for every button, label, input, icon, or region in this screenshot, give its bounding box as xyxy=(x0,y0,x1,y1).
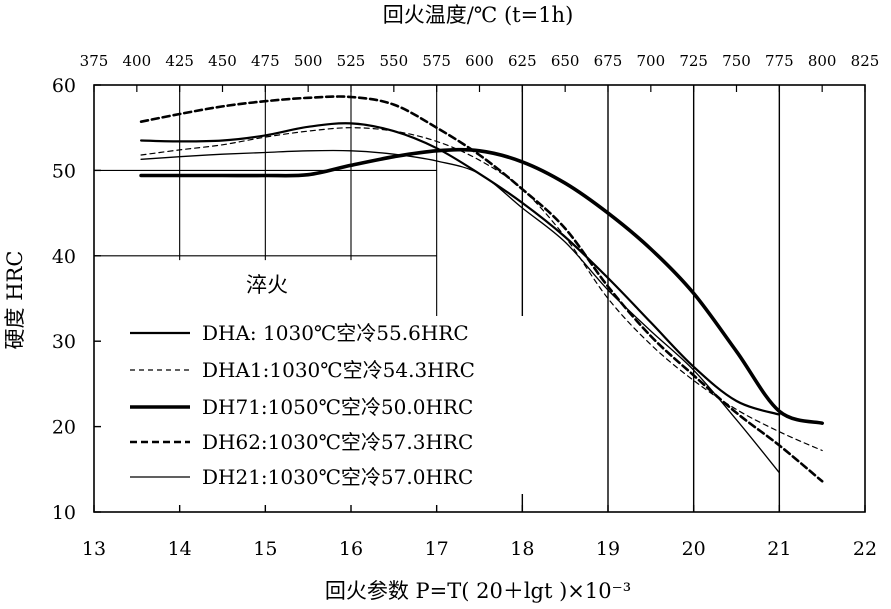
x-tick-labels: 13 14 15 16 17 18 19 20 21 22 xyxy=(82,538,877,560)
x-axis-title: 回火参数 P=T( 20＋lgt )×10⁻³ xyxy=(325,579,631,603)
legend-label-5: DH21:1030℃空冷57.0HRC xyxy=(202,465,473,489)
legend-label-4: DH62:1030℃空冷57.3HRC xyxy=(202,430,473,454)
top-tick-label-700: 700 xyxy=(637,52,666,70)
series-line-1 xyxy=(140,122,781,416)
legend-label-1: DHA: 1030℃空冷55.6HRC xyxy=(202,321,469,345)
quench-annotation: 淬火 xyxy=(246,273,288,297)
legend-label-2: DHA1:1030℃空冷54.3HRC xyxy=(202,358,475,382)
x-tick-label-17: 17 xyxy=(425,538,449,560)
legend-background xyxy=(126,316,574,494)
top-tick-label-600: 600 xyxy=(465,52,494,70)
y-tick-label-10: 10 xyxy=(52,502,76,524)
y-tick-label-20: 20 xyxy=(52,417,76,439)
series-line-4 xyxy=(139,95,824,483)
top-axis-title: 回火温度/℃ (t=1h) xyxy=(383,3,574,27)
top-tick-label-525: 525 xyxy=(337,52,366,70)
top-tick-label-450: 450 xyxy=(208,52,237,70)
curve-group xyxy=(139,95,824,483)
y-tick-label-30: 30 xyxy=(52,331,76,353)
top-tick-label-750: 750 xyxy=(722,52,751,70)
top-tick-label-825: 825 xyxy=(851,52,880,70)
tick-marks xyxy=(93,84,866,513)
top-tick-labels: 375 400 425 450 475 500 525 550 575 600 625 650 675 7… xyxy=(80,52,880,70)
top-tick-label-775: 775 xyxy=(765,52,794,70)
y-tick-label-40: 40 xyxy=(52,246,76,268)
top-tick-label-675: 675 xyxy=(594,52,623,70)
grid-lines xyxy=(94,85,781,512)
series-line-3 xyxy=(139,147,824,425)
x-tick-label-15: 15 xyxy=(253,538,277,560)
x-tick-label-19: 19 xyxy=(596,538,620,560)
series-line-5 xyxy=(140,149,780,474)
x-tick-label-14: 14 xyxy=(168,538,192,560)
legend: DHA: 1030℃空冷55.6HRC DHA1:1030℃空冷54.3HRC DH… xyxy=(126,316,574,494)
top-tick-label-500: 500 xyxy=(294,52,323,70)
top-tick-label-725: 725 xyxy=(679,52,708,70)
x-tick-label-22: 22 xyxy=(853,538,877,560)
x-tick-label-18: 18 xyxy=(510,538,534,560)
top-tick-label-550: 550 xyxy=(380,52,409,70)
y-tick-labels: 10 20 30 40 50 60 xyxy=(52,75,76,524)
y-tick-label-50: 50 xyxy=(52,160,76,182)
y-tick-label-60: 60 xyxy=(52,75,76,97)
top-tick-label-800: 800 xyxy=(808,52,837,70)
x-tick-label-20: 20 xyxy=(682,538,706,560)
x-tick-label-16: 16 xyxy=(339,538,363,560)
top-tick-label-625: 625 xyxy=(508,52,537,70)
top-tick-label-475: 475 xyxy=(251,52,280,70)
top-tick-label-575: 575 xyxy=(422,52,451,70)
x-tick-label-13: 13 xyxy=(82,538,106,560)
series-line-2 xyxy=(140,127,823,452)
y-axis-title: 硬度 HRC xyxy=(3,251,27,350)
x-tick-label-21: 21 xyxy=(767,538,791,560)
top-tick-label-375: 375 xyxy=(80,52,109,70)
top-tick-label-400: 400 xyxy=(123,52,152,70)
legend-label-3: DH71:1050℃空冷50.0HRC xyxy=(202,395,473,419)
top-tick-label-650: 650 xyxy=(551,52,580,70)
top-tick-label-425: 425 xyxy=(165,52,194,70)
